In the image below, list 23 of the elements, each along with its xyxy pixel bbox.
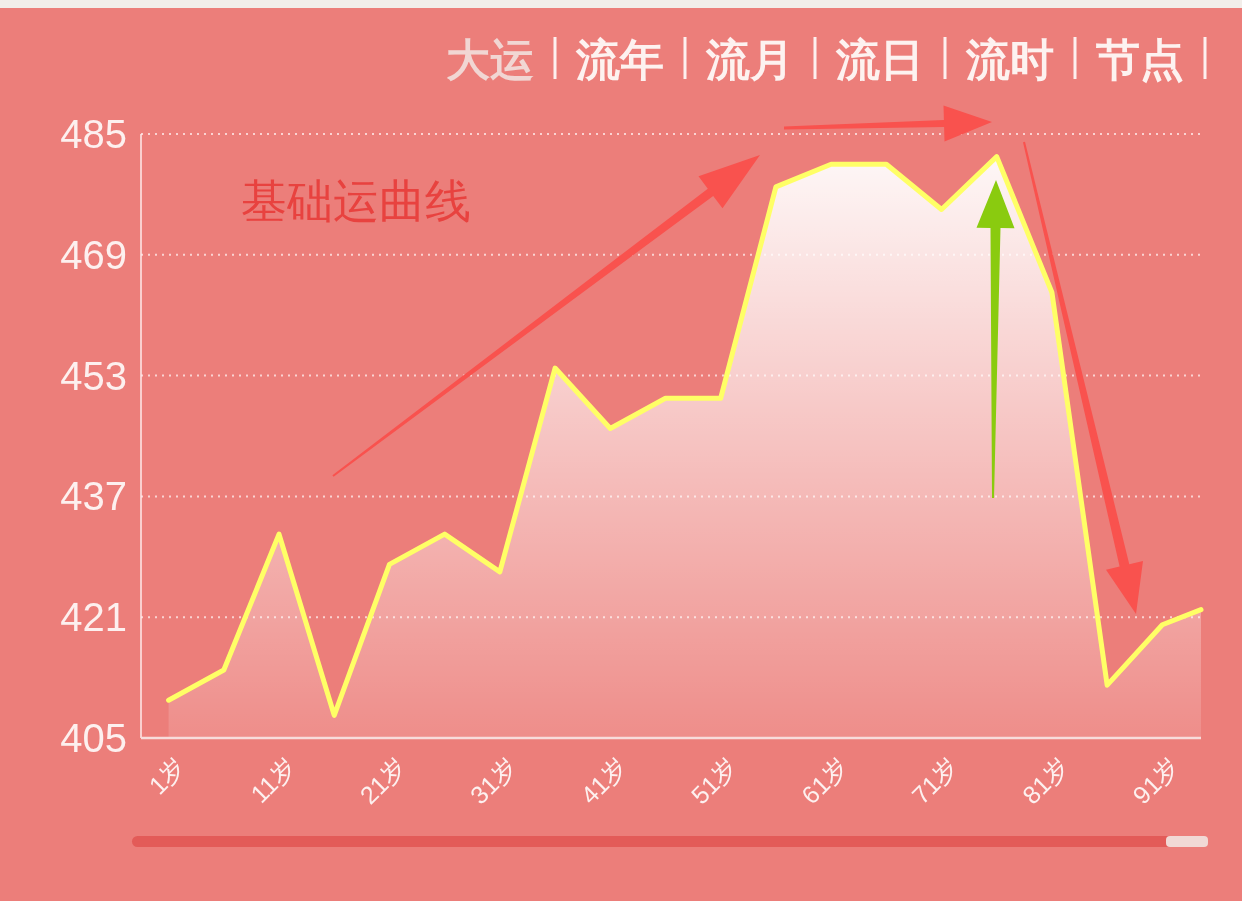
tab-label: 节点 [1096,34,1184,84]
x-tick-label: 91岁 [1127,752,1185,810]
tab-label: 流月 [706,34,794,84]
x-tick-label: 1岁 [143,752,191,800]
tab-label: 大运 [446,34,534,84]
x-tick-label: 21岁 [354,752,412,810]
x-tick-label: 11岁 [245,752,301,808]
annotation: 基础运曲线 [241,175,471,227]
x-tick-label: 41岁 [575,752,633,810]
y-tick-label: 485 [60,112,127,156]
x-tick-label: 31岁 [464,752,522,810]
y-tick-label: 469 [60,232,127,277]
tab-label: 流年 [576,34,664,84]
x-tick-label: 51岁 [685,752,743,810]
x-tick-label: 71岁 [906,752,964,810]
y-tick-label: 453 [60,353,127,398]
x-tick-label: 81岁 [1016,752,1074,810]
tab-label: 流时 [966,34,1054,84]
x-tick-label: 61岁 [795,752,853,810]
y-tick-label: 421 [60,595,127,640]
tab-label: 流日 [836,34,924,84]
y-tick-label: 437 [60,474,127,519]
y-tick-label: 405 [60,716,127,760]
